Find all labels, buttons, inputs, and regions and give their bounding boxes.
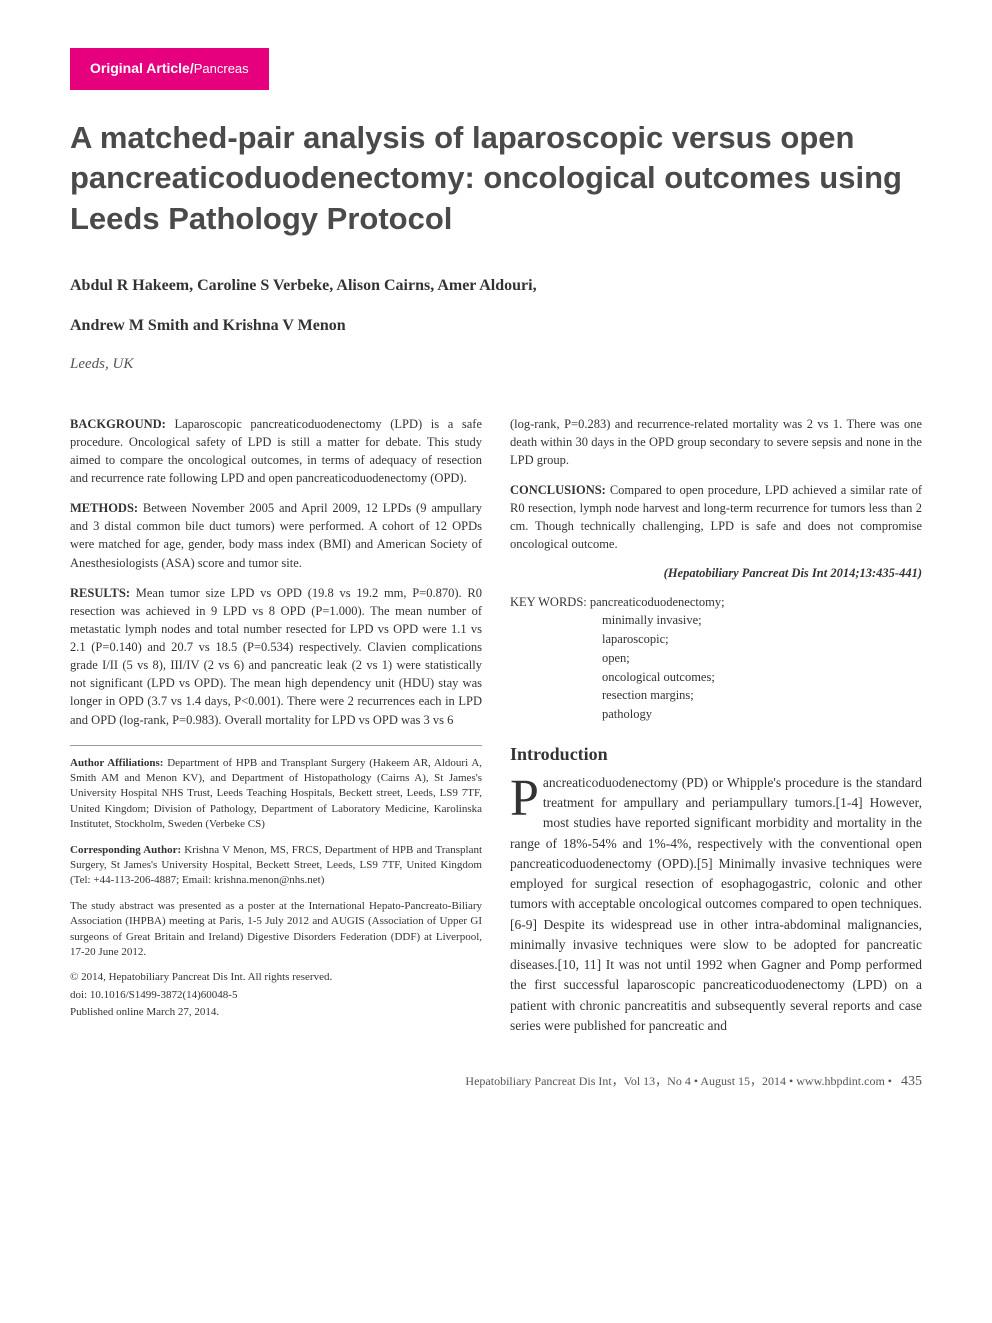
keywords-label: KEY WORDS: bbox=[510, 595, 587, 609]
keyword-1: minimally invasive; bbox=[510, 611, 922, 630]
introduction-heading: Introduction bbox=[510, 744, 922, 765]
right-column: (log-rank, P=0.283) and recurrence-relat… bbox=[510, 415, 922, 1036]
citation-line: (Hepatobiliary Pancreat Dis Int 2014;13:… bbox=[510, 566, 922, 581]
left-column: BACKGROUND: Laparoscopic pancreaticoduod… bbox=[70, 415, 482, 1036]
keyword-0: pancreaticoduodenectomy; bbox=[590, 595, 725, 609]
abstract-methods: METHODS: Between November 2005 and April… bbox=[70, 499, 482, 572]
footnote-doi: doi: 10.1016/S1499-3872(14)60048-5 bbox=[70, 988, 482, 1003]
abstract-results: RESULTS: Mean tumor size LPD vs OPD (19.… bbox=[70, 584, 482, 729]
footnote-published: Published online March 27, 2014. bbox=[70, 1005, 482, 1020]
keyword-4: oncological outcomes; bbox=[510, 668, 922, 687]
methods-label: METHODS: bbox=[70, 501, 138, 515]
background-label: BACKGROUND: bbox=[70, 417, 166, 431]
authors-line-1: Abdul R Hakeem, Caroline S Verbeke, Alis… bbox=[70, 271, 922, 301]
article-title: A matched-pair analysis of laparoscopic … bbox=[70, 118, 922, 239]
results-label: RESULTS: bbox=[70, 586, 130, 600]
badge-main-text: Original Article/ bbox=[90, 60, 194, 76]
keyword-3: open; bbox=[510, 649, 922, 668]
introduction-paragraph: Pancreaticoduodenectomy (PD) or Whipple'… bbox=[510, 773, 922, 1036]
intro-body-text: ancreaticoduodenectomy (PD) or Whipple's… bbox=[510, 775, 922, 1033]
dropcap-letter: P bbox=[510, 773, 543, 821]
authors-line-2: Andrew M Smith and Krishna V Menon bbox=[70, 311, 922, 341]
footer-page-number: 435 bbox=[895, 1074, 922, 1089]
keyword-2: laparoscopic; bbox=[510, 630, 922, 649]
footnote-corresponding: Corresponding Author: Krishna V Menon, M… bbox=[70, 843, 482, 889]
conclusions-label: CONCLUSIONS: bbox=[510, 483, 606, 497]
footnote-copyright: © 2014, Hepatobiliary Pancreat Dis Int. … bbox=[70, 970, 482, 985]
abstract-conclusions: CONCLUSIONS: Compared to open procedure,… bbox=[510, 481, 922, 554]
corr-label: Corresponding Author: bbox=[70, 844, 181, 856]
abstract-background: BACKGROUND: Laparoscopic pancreaticoduod… bbox=[70, 415, 482, 488]
results-text: Mean tumor size LPD vs OPD (19.8 vs 19.2… bbox=[70, 586, 482, 727]
footer-journal: Hepatobiliary Pancreat Dis Int，Vol 13，No… bbox=[465, 1074, 892, 1088]
affil-label: Author Affiliations: bbox=[70, 757, 163, 769]
article-type-badge: Original Article/Pancreas bbox=[70, 48, 269, 90]
keywords-block: KEY WORDS: pancreaticoduodenectomy; mini… bbox=[510, 593, 922, 724]
footnote-presented: The study abstract was presented as a po… bbox=[70, 899, 482, 961]
keyword-5: resection margins; bbox=[510, 686, 922, 705]
badge-sub-text: Pancreas bbox=[194, 61, 249, 76]
footnote-affiliations: Author Affiliations: Department of HPB a… bbox=[70, 756, 482, 833]
abstract-results-cont: (log-rank, P=0.283) and recurrence-relat… bbox=[510, 415, 922, 469]
two-column-layout: BACKGROUND: Laparoscopic pancreaticoduod… bbox=[70, 415, 922, 1036]
author-list: Abdul R Hakeem, Caroline S Verbeke, Alis… bbox=[70, 271, 922, 342]
affiliation-city: Leeds, UK bbox=[70, 356, 922, 373]
footnote-separator bbox=[70, 745, 482, 746]
keyword-6: pathology bbox=[510, 705, 922, 724]
page-footer: Hepatobiliary Pancreat Dis Int，Vol 13，No… bbox=[70, 1072, 922, 1090]
